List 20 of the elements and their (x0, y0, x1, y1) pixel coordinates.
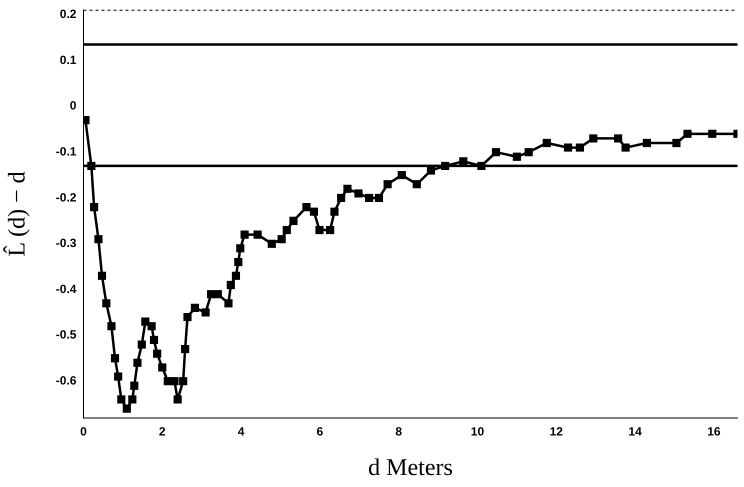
x-tick-label: 14 (628, 424, 642, 438)
x-tick-label: 2 (158, 424, 166, 438)
y-axis-title: L̂ (d) − d (2, 171, 31, 257)
y-tick-label: 0 (70, 98, 77, 113)
y-tick-label: 0.2 (60, 7, 77, 22)
x-tick-label: 10 (470, 424, 484, 438)
y-tick-label: -0.5 (56, 328, 77, 342)
x-tick-label: 12 (550, 424, 564, 438)
y-tick-label: -0.6 (56, 373, 77, 388)
y-tick-label: -0.3 (56, 236, 77, 250)
x-tick-label: 0 (80, 424, 88, 438)
x-axis-title: d Meters (368, 454, 453, 481)
x-tick-label: 8 (395, 424, 402, 438)
x-tick-label: 4 (238, 424, 245, 438)
y-tick-label: -0.2 (56, 190, 77, 204)
x-tick-label: 6 (316, 424, 324, 438)
y-tick-label: 0.1 (60, 52, 77, 67)
y-tick-label: -0.4 (56, 282, 77, 296)
y-tick-label: -0.1 (56, 144, 77, 158)
x-tick-label: 16 (707, 424, 721, 438)
